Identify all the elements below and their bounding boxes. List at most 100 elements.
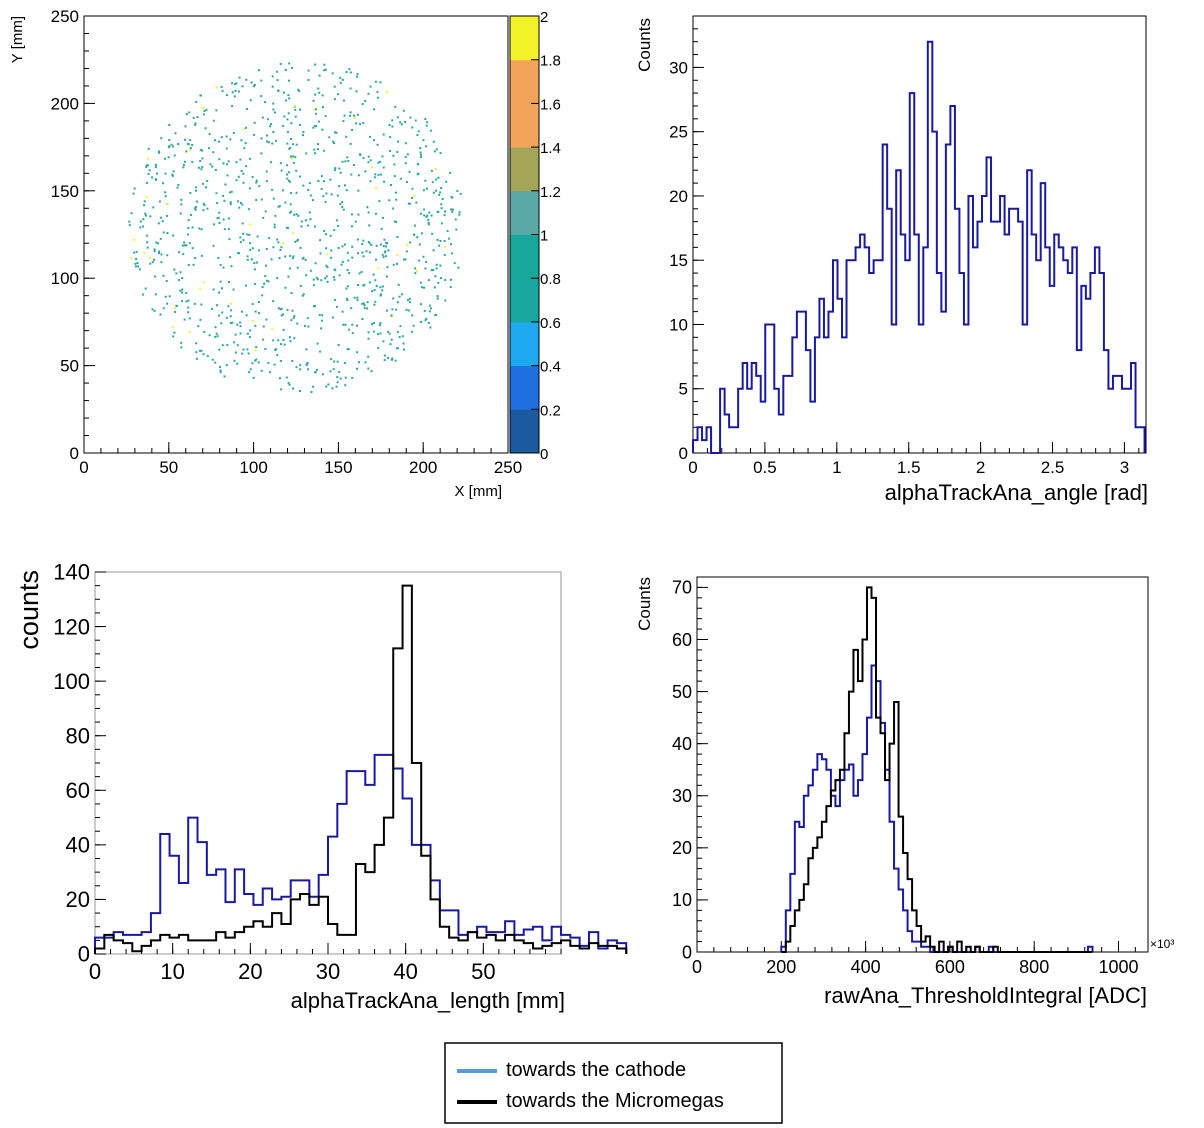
hitmap-cell: [396, 301, 399, 304]
hitmap-cell: [401, 293, 404, 296]
hitmap-cell: [342, 99, 345, 102]
hitmap-cell: [373, 303, 376, 306]
hitmap-cell: [309, 194, 312, 197]
hitmap-cell: [333, 131, 336, 134]
hitmap-cell: [378, 200, 381, 203]
hitmap-cell: [316, 148, 319, 151]
hitmap-cell: [338, 370, 341, 373]
hitmap-cell: [451, 208, 454, 211]
hitmap-cell: [336, 194, 339, 197]
hitmap-cell: [395, 198, 398, 201]
hitmap-cell: [235, 161, 238, 164]
hitmap-cell: [227, 217, 230, 220]
hitmap-cell: [427, 223, 430, 226]
hitmap-cell: [287, 94, 290, 97]
hitmap-cell: [302, 131, 305, 134]
hitmap-cell: [214, 361, 217, 364]
hitmap-cell: [458, 211, 461, 214]
hitmap-cell: [277, 205, 280, 208]
hitmap-cell: [366, 301, 369, 304]
hitmap-cell: [367, 211, 370, 214]
hitmap-cell: [349, 87, 352, 90]
hitmap-cell: [292, 316, 295, 319]
hitmap-cell: [302, 184, 305, 187]
hitmap-points: [128, 62, 462, 394]
x-tick-label: 150: [324, 458, 352, 477]
hitmap-cell: [330, 256, 333, 259]
hitmap-cell: [376, 91, 379, 94]
hitmap-cell: [279, 248, 282, 251]
hitmap-cell: [433, 150, 436, 153]
hitmap-cell: [185, 291, 188, 294]
hitmap-cell: [288, 383, 291, 386]
hitmap-cell: [306, 362, 309, 365]
hitmap-cell: [367, 337, 370, 340]
hitmap-cell: [168, 145, 171, 148]
hitmap-cell: [142, 225, 145, 228]
hitmap-cell: [266, 118, 269, 121]
hitmap-cell: [333, 85, 336, 88]
hitmap-cell: [230, 302, 233, 305]
hitmap-cell: [253, 121, 256, 124]
hitmap-cell: [184, 125, 187, 128]
hitmap-cell: [441, 197, 444, 200]
hitmap-cell: [439, 191, 442, 194]
hitmap-cell: [382, 245, 385, 248]
hitmap-cell: [434, 275, 437, 278]
hitmap-cell: [355, 367, 358, 370]
hitmap-cell: [155, 178, 158, 181]
hitmap-cell: [219, 369, 222, 372]
hitmap-cell: [320, 175, 323, 178]
hitmap-cell: [420, 286, 423, 289]
hitmap-cell: [357, 213, 360, 216]
hitmap-cell: [338, 167, 341, 170]
hitmap-cell: [288, 147, 291, 150]
hitmap-cell: [403, 258, 406, 261]
hitmap-cell: [181, 288, 184, 291]
hitmap-cell: [390, 184, 393, 187]
hitmap-cell: [402, 109, 405, 112]
hitmap-cell: [423, 286, 426, 289]
hitmap-cell: [391, 357, 394, 360]
hitmap-cell: [374, 80, 377, 83]
hitmap-cell: [369, 180, 372, 183]
hitmap-cell: [356, 252, 359, 255]
hitmap-cell: [408, 202, 411, 205]
x-tick-label: 50: [471, 959, 495, 984]
hitmap-cell: [194, 208, 197, 211]
hitmap-cell: [180, 341, 183, 344]
hitmap-cell: [336, 360, 339, 363]
hitmap-cell: [180, 203, 183, 206]
hitmap-cell: [394, 105, 397, 108]
hitmap-cell: [145, 195, 148, 198]
hitmap-cell: [155, 241, 158, 244]
hitmap-cell: [248, 371, 251, 374]
hitmap-cell: [368, 281, 371, 284]
x-tick-label: 0.5: [753, 458, 777, 477]
hitmap-cell: [426, 121, 429, 124]
hitmap-cell: [373, 108, 376, 111]
hitmap-cell: [439, 277, 442, 280]
hitmap-cell: [185, 150, 188, 153]
hitmap-cell: [217, 216, 220, 219]
hitmap-cell: [399, 325, 402, 328]
colorbar-tick-label: 0: [540, 446, 548, 463]
hitmap-cell: [240, 310, 243, 313]
hitmap-cell: [201, 157, 204, 160]
hitmap-cell: [316, 342, 319, 345]
hitmap-cell: [202, 209, 205, 212]
hitmap-cell: [321, 128, 324, 131]
hitmap-cell: [344, 376, 347, 379]
hitmap-cell: [188, 111, 191, 114]
hitmap-cell: [234, 83, 237, 86]
hitmap-cell: [307, 79, 310, 82]
hitmap-cell: [267, 141, 270, 144]
hitmap-cell: [374, 258, 377, 261]
hitmap-cell: [290, 319, 293, 322]
hitmap-cell: [255, 198, 258, 201]
hitmap-cell: [367, 355, 370, 358]
hitmap-cell: [435, 267, 438, 270]
hitmap-cell: [351, 323, 354, 326]
hitmap-cell: [295, 213, 298, 216]
hitmap-cell: [330, 249, 333, 252]
